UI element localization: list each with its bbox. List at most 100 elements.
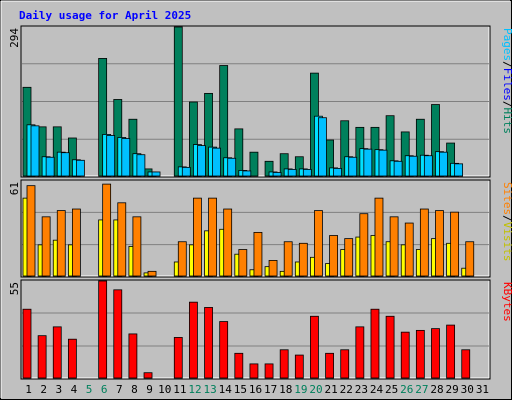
x-tick-label-day-25: 25: [385, 383, 398, 396]
bar-kbytes-day-25: [385, 315, 395, 379]
x-tick-label-day-16: 16: [249, 383, 262, 396]
bar-pages-day-6: [106, 135, 116, 177]
x-tick-label-day-22: 22: [340, 383, 353, 396]
x-tick-label-day-2: 2: [40, 383, 47, 396]
bar-sites-day-26: [404, 222, 414, 277]
bar-pages-day-22: [348, 156, 358, 177]
x-tick-label-day-17: 17: [264, 383, 277, 396]
bar-kbytes-day-13: [204, 307, 213, 379]
bar-pages-day-27: [423, 155, 433, 177]
bar-pages-day-15: [242, 170, 252, 177]
side-label-visits-sites: Sites/Visits: [501, 182, 512, 262]
bar-sites-day-29: [450, 211, 460, 277]
bar-sites-day-3: [56, 210, 66, 277]
bar-sites-day-11: [177, 241, 187, 277]
x-tick-label-day-30: 30: [461, 383, 474, 396]
bar-sites-day-30: [465, 241, 475, 277]
ymax-label-hits-files-pages: 294: [8, 28, 21, 48]
bar-pages-day-26: [408, 155, 418, 177]
bar-kbytes-day-20: [310, 315, 319, 379]
bar-hits-day-11: [173, 26, 183, 177]
side-label-part: Pages: [501, 28, 512, 61]
x-tick-label-day-8: 8: [131, 383, 138, 396]
x-tick-label-day-11: 11: [173, 383, 186, 396]
bar-pages-day-17: [272, 172, 282, 177]
side-label-part: Hits: [501, 108, 512, 135]
bar-sites-day-20: [314, 210, 323, 277]
bar-kbytes-day-7: [113, 289, 123, 379]
bar-pages-day-4: [75, 159, 85, 177]
bar-kbytes-day-3: [52, 326, 62, 379]
x-tick-label-day-4: 4: [71, 383, 78, 396]
x-tick-label-day-24: 24: [370, 383, 384, 396]
bar-kbytes-day-2: [37, 335, 47, 379]
bar-pages-day-21: [333, 167, 342, 177]
chart-title: Daily usage for April 2025: [19, 9, 191, 22]
x-tick-label-day-12: 12: [188, 383, 201, 396]
bar-pages-day-23: [363, 148, 373, 177]
bar-pages-day-13: [212, 147, 221, 177]
bar-kbytes-day-21: [325, 352, 334, 379]
bar-kbytes-day-30: [461, 349, 471, 379]
bar-pages-day-12: [197, 145, 206, 177]
bar-pages-day-20: [318, 117, 327, 177]
bar-kbytes-day-18: [279, 349, 289, 379]
bar-pages-day-14: [227, 157, 237, 177]
side-label-part: Files: [501, 68, 512, 101]
bar-kbytes-day-1: [22, 308, 32, 379]
x-tick-label-day-19: 19: [294, 383, 307, 396]
ymax-label-kbytes: 55: [8, 282, 21, 295]
x-tick-label-day-20: 20: [309, 383, 322, 396]
bar-kbytes-day-14: [219, 321, 229, 379]
bar-kbytes-day-12: [189, 301, 198, 379]
bar-kbytes-day-23: [355, 326, 365, 379]
x-tick-label-day-6: 6: [101, 383, 108, 396]
bar-pages-day-9: [151, 171, 161, 177]
side-label-part: /: [501, 215, 512, 222]
bar-sites-day-6: [102, 183, 112, 277]
bar-kbytes-day-26: [400, 331, 410, 379]
x-tick-label-day-18: 18: [279, 383, 292, 396]
bar-sites-day-28: [435, 210, 444, 277]
bar-hits-day-16: [249, 151, 259, 177]
x-tick-label-day-21: 21: [325, 383, 338, 396]
x-tick-label-day-23: 23: [355, 383, 368, 396]
bar-sites-day-14: [223, 208, 233, 277]
bar-kbytes-day-9: [143, 372, 153, 379]
bar-pages-day-1: [30, 125, 40, 177]
x-tick-label-day-28: 28: [430, 383, 443, 396]
bar-pages-day-8: [136, 154, 146, 177]
bar-pages-day-25: [393, 160, 403, 177]
side-label-hits-files-pages: Pages/Files/Hits: [501, 28, 512, 134]
bar-kbytes-day-17: [264, 363, 274, 379]
bar-sites-day-1: [26, 185, 36, 277]
side-label-part: Visits: [501, 222, 512, 262]
x-tick-label-day-27: 27: [415, 383, 428, 396]
x-tick-label-day-10: 10: [158, 383, 171, 396]
bar-sites-day-21: [329, 235, 338, 277]
x-tick-label-day-14: 14: [219, 383, 233, 396]
bar-sites-day-9: [147, 270, 157, 277]
x-tick-label-day-9: 9: [146, 383, 153, 396]
bar-kbytes-day-29: [446, 324, 456, 379]
x-tick-label-day-13: 13: [203, 383, 216, 396]
bar-sites-day-19: [298, 242, 308, 277]
bar-kbytes-day-4: [67, 338, 77, 379]
bar-pages-day-2: [45, 156, 55, 177]
bar-pages-day-18: [287, 169, 297, 177]
bar-pages-day-24: [378, 149, 388, 177]
x-tick-label-day-7: 7: [116, 383, 123, 396]
bar-kbytes-day-22: [340, 349, 350, 379]
bar-kbytes-day-19: [294, 354, 304, 379]
bar-sites-day-25: [389, 216, 399, 277]
ymax-label-visits-sites: 61: [8, 182, 21, 195]
bar-pages-day-3: [60, 152, 70, 177]
bar-kbytes-day-15: [234, 352, 244, 379]
bar-pages-day-11: [181, 166, 191, 177]
bar-kbytes-day-27: [415, 329, 425, 379]
x-tick-label-day-3: 3: [56, 383, 63, 396]
x-tick-label-day-5: 5: [86, 383, 93, 396]
bar-sites-day-18: [283, 241, 293, 277]
bar-sites-day-12: [193, 197, 202, 277]
